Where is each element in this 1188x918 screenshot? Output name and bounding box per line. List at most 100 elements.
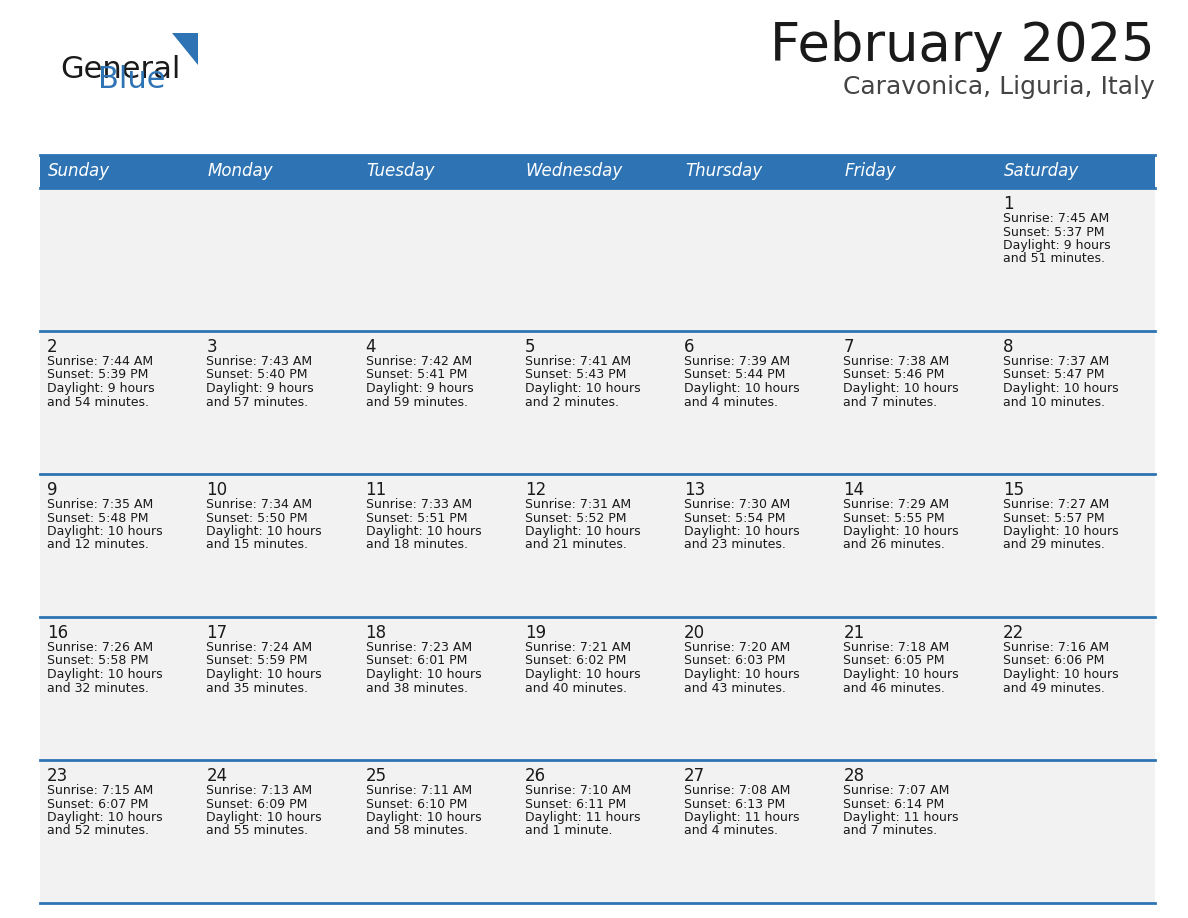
Text: Caravonica, Liguria, Italy: Caravonica, Liguria, Italy [843, 75, 1155, 99]
Text: 13: 13 [684, 481, 706, 499]
Text: 15: 15 [1003, 481, 1024, 499]
Text: 19: 19 [525, 624, 546, 642]
Text: and 15 minutes.: and 15 minutes. [207, 539, 308, 552]
Text: Sunset: 5:37 PM: Sunset: 5:37 PM [1003, 226, 1104, 239]
Text: Daylight: 10 hours: Daylight: 10 hours [48, 525, 163, 538]
Text: Sunset: 6:07 PM: Sunset: 6:07 PM [48, 798, 148, 811]
Text: Sunrise: 7:44 AM: Sunrise: 7:44 AM [48, 355, 153, 368]
Text: Sunrise: 7:13 AM: Sunrise: 7:13 AM [207, 784, 312, 797]
Text: Daylight: 11 hours: Daylight: 11 hours [843, 811, 959, 824]
Text: Sunrise: 7:21 AM: Sunrise: 7:21 AM [525, 641, 631, 654]
Bar [518, 760, 677, 903]
Bar [518, 474, 677, 617]
Text: and 10 minutes.: and 10 minutes. [1003, 396, 1105, 409]
Text: Daylight: 10 hours: Daylight: 10 hours [684, 668, 800, 681]
Text: Sunrise: 7:45 AM: Sunrise: 7:45 AM [1003, 212, 1108, 225]
Bar [40, 760, 200, 903]
Text: Sunset: 5:40 PM: Sunset: 5:40 PM [207, 368, 308, 382]
Text: Thursday: Thursday [685, 162, 763, 181]
Text: and 7 minutes.: and 7 minutes. [843, 824, 937, 837]
Text: General: General [61, 55, 181, 84]
Text: 25: 25 [366, 767, 387, 785]
Text: and 59 minutes.: and 59 minutes. [366, 396, 468, 409]
Bar [200, 474, 359, 617]
Text: Sunset: 6:13 PM: Sunset: 6:13 PM [684, 798, 785, 811]
Text: Sunset: 5:59 PM: Sunset: 5:59 PM [207, 655, 308, 667]
Text: 16: 16 [48, 624, 68, 642]
Text: Daylight: 11 hours: Daylight: 11 hours [525, 811, 640, 824]
Text: Sunset: 5:43 PM: Sunset: 5:43 PM [525, 368, 626, 382]
Text: Sunset: 5:44 PM: Sunset: 5:44 PM [684, 368, 785, 382]
Text: and 12 minutes.: and 12 minutes. [48, 539, 148, 552]
Text: Sunset: 6:05 PM: Sunset: 6:05 PM [843, 655, 944, 667]
Text: 4: 4 [366, 338, 377, 356]
Bar [677, 617, 836, 760]
Bar [200, 760, 359, 903]
Text: Sunset: 6:14 PM: Sunset: 6:14 PM [843, 798, 944, 811]
Text: Sunrise: 7:07 AM: Sunrise: 7:07 AM [843, 784, 949, 797]
Text: Daylight: 10 hours: Daylight: 10 hours [843, 382, 959, 395]
Bar [359, 474, 518, 617]
Text: 9: 9 [48, 481, 57, 499]
Text: 27: 27 [684, 767, 706, 785]
Text: Sunrise: 7:31 AM: Sunrise: 7:31 AM [525, 498, 631, 511]
Text: Daylight: 10 hours: Daylight: 10 hours [207, 811, 322, 824]
Text: and 43 minutes.: and 43 minutes. [684, 681, 786, 695]
Text: Daylight: 9 hours: Daylight: 9 hours [48, 382, 154, 395]
Bar [40, 331, 200, 474]
Text: and 46 minutes.: and 46 minutes. [843, 681, 946, 695]
Bar [40, 474, 200, 617]
Text: Sunrise: 7:34 AM: Sunrise: 7:34 AM [207, 498, 312, 511]
Text: Sunset: 5:46 PM: Sunset: 5:46 PM [843, 368, 944, 382]
Text: Daylight: 9 hours: Daylight: 9 hours [366, 382, 473, 395]
Text: Sunrise: 7:08 AM: Sunrise: 7:08 AM [684, 784, 790, 797]
Text: and 4 minutes.: and 4 minutes. [684, 824, 778, 837]
Text: and 21 minutes.: and 21 minutes. [525, 539, 627, 552]
Text: and 55 minutes.: and 55 minutes. [207, 824, 309, 837]
Text: Sunrise: 7:18 AM: Sunrise: 7:18 AM [843, 641, 949, 654]
Text: Sunset: 6:10 PM: Sunset: 6:10 PM [366, 798, 467, 811]
Text: 3: 3 [207, 338, 217, 356]
Text: Sunrise: 7:33 AM: Sunrise: 7:33 AM [366, 498, 472, 511]
Text: Sunset: 5:47 PM: Sunset: 5:47 PM [1003, 368, 1104, 382]
Text: Daylight: 10 hours: Daylight: 10 hours [366, 525, 481, 538]
Text: and 57 minutes.: and 57 minutes. [207, 396, 309, 409]
Text: 21: 21 [843, 624, 865, 642]
Text: Sunrise: 7:16 AM: Sunrise: 7:16 AM [1003, 641, 1108, 654]
Text: Sunset: 5:50 PM: Sunset: 5:50 PM [207, 511, 308, 524]
Text: and 40 minutes.: and 40 minutes. [525, 681, 627, 695]
Text: 2: 2 [48, 338, 58, 356]
Bar [836, 188, 996, 331]
Text: Daylight: 10 hours: Daylight: 10 hours [1003, 668, 1118, 681]
Bar [836, 760, 996, 903]
Text: and 54 minutes.: and 54 minutes. [48, 396, 148, 409]
Bar [996, 331, 1155, 474]
Text: Sunrise: 7:41 AM: Sunrise: 7:41 AM [525, 355, 631, 368]
Text: Daylight: 10 hours: Daylight: 10 hours [48, 811, 163, 824]
Text: Sunset: 6:01 PM: Sunset: 6:01 PM [366, 655, 467, 667]
Text: Sunrise: 7:11 AM: Sunrise: 7:11 AM [366, 784, 472, 797]
Bar [996, 760, 1155, 903]
Text: Sunrise: 7:30 AM: Sunrise: 7:30 AM [684, 498, 790, 511]
Text: Sunset: 5:39 PM: Sunset: 5:39 PM [48, 368, 148, 382]
Bar [677, 155, 836, 188]
Text: and 23 minutes.: and 23 minutes. [684, 539, 786, 552]
Bar [677, 760, 836, 903]
Bar [518, 155, 677, 188]
Bar [200, 617, 359, 760]
Text: and 29 minutes.: and 29 minutes. [1003, 539, 1105, 552]
Bar [518, 331, 677, 474]
Text: and 1 minute.: and 1 minute. [525, 824, 612, 837]
Text: and 7 minutes.: and 7 minutes. [843, 396, 937, 409]
Text: 14: 14 [843, 481, 865, 499]
Text: Daylight: 9 hours: Daylight: 9 hours [207, 382, 314, 395]
Text: 23: 23 [48, 767, 68, 785]
Text: Sunset: 5:58 PM: Sunset: 5:58 PM [48, 655, 148, 667]
Text: Friday: Friday [845, 162, 896, 181]
Text: Daylight: 10 hours: Daylight: 10 hours [366, 811, 481, 824]
Text: Sunrise: 7:23 AM: Sunrise: 7:23 AM [366, 641, 472, 654]
Text: 6: 6 [684, 338, 695, 356]
Text: Sunset: 5:54 PM: Sunset: 5:54 PM [684, 511, 785, 524]
Text: Daylight: 10 hours: Daylight: 10 hours [684, 525, 800, 538]
Bar [836, 474, 996, 617]
